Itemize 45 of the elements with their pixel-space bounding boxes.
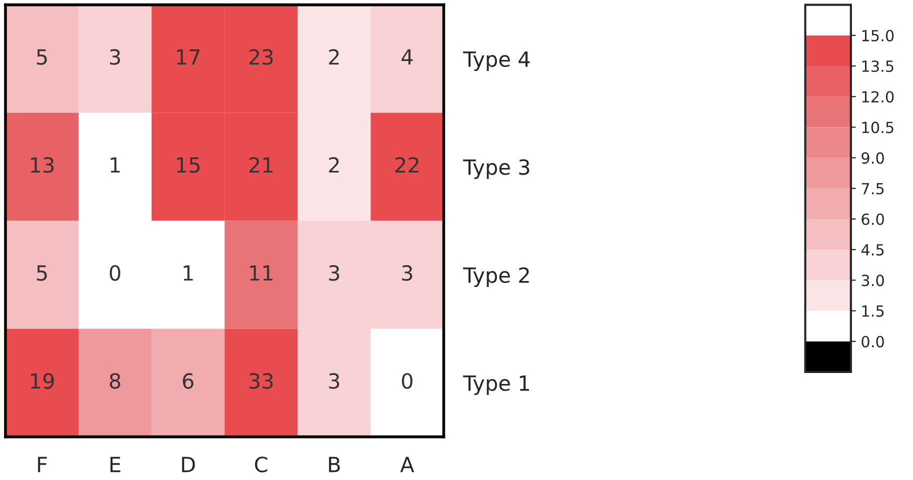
x-tick-label: E bbox=[110, 456, 120, 472]
data-label: 13 bbox=[31, 157, 54, 173]
data-label: 5 bbox=[36, 49, 47, 65]
color-bar-label: 9.0 bbox=[862, 152, 884, 164]
y-tick-label: Type 1 bbox=[463, 376, 529, 396]
data-label: 8 bbox=[110, 373, 120, 389]
data-label: 2 bbox=[329, 157, 339, 173]
data-label: 1 bbox=[184, 265, 193, 281]
color-bar-label: 3.0 bbox=[862, 274, 884, 286]
data-label: 21 bbox=[249, 157, 272, 173]
data-label: 1 bbox=[110, 157, 120, 173]
data-label: 4 bbox=[402, 49, 413, 65]
data-label: 0 bbox=[110, 265, 120, 281]
data-label: 33 bbox=[249, 373, 273, 389]
data-label: 0 bbox=[402, 373, 412, 389]
color-bar-label: 0.0 bbox=[862, 336, 884, 348]
data-label: 3 bbox=[329, 373, 340, 389]
data-label: 3 bbox=[110, 49, 120, 65]
color-bar-label: 7.5 bbox=[862, 183, 884, 194]
y-tick-label: Type 4 bbox=[463, 52, 530, 72]
data-label: 2 bbox=[329, 49, 339, 65]
y-tick-label: Type 3 bbox=[463, 159, 530, 180]
x-tick-label: F bbox=[38, 456, 47, 472]
x-tick-label: B bbox=[329, 456, 340, 472]
data-label: 17 bbox=[177, 49, 200, 65]
data-label: 23 bbox=[249, 49, 273, 65]
x-tick-label: D bbox=[182, 456, 195, 472]
color-bar-label: 15.0 bbox=[862, 30, 894, 42]
color-bar-label: 12.0 bbox=[862, 91, 894, 103]
data-label: 3 bbox=[329, 265, 340, 281]
x-tick-label: C bbox=[255, 456, 268, 472]
data-label: 6 bbox=[182, 373, 194, 389]
data-label: 22 bbox=[395, 157, 418, 173]
data-label: 19 bbox=[31, 373, 54, 389]
color-bar-label: 1.5 bbox=[862, 305, 884, 317]
x-tick-label: A bbox=[400, 456, 414, 472]
color-bar-label: 13.5 bbox=[862, 60, 894, 72]
data-label: 3 bbox=[402, 265, 412, 281]
color-bar-label: 4.5 bbox=[861, 244, 884, 256]
color-bar-label: 10.5 bbox=[862, 122, 894, 134]
y-tick-label: Type 2 bbox=[463, 267, 529, 288]
data-label: 5 bbox=[36, 265, 47, 281]
data-label: 11 bbox=[250, 265, 272, 281]
color-bar-label: 6.0 bbox=[862, 213, 884, 226]
data-label: 15 bbox=[177, 157, 200, 173]
